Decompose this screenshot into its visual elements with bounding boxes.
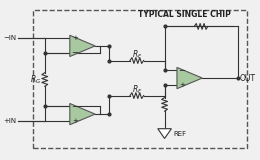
- Text: +IN: +IN: [3, 118, 17, 124]
- Text: −IN: −IN: [3, 35, 17, 41]
- Text: $R_F$: $R_F$: [132, 84, 142, 96]
- Text: OUT: OUT: [239, 74, 256, 83]
- Text: $R_F$: $R_F$: [132, 48, 142, 61]
- Text: −: −: [72, 102, 79, 111]
- Polygon shape: [70, 35, 95, 56]
- Polygon shape: [177, 67, 202, 89]
- Text: REF: REF: [173, 131, 186, 137]
- Text: $R_G$: $R_G$: [30, 73, 42, 86]
- Text: TYPICAL SINGLE CHIP: TYPICAL SINGLE CHIP: [138, 10, 231, 19]
- Polygon shape: [70, 104, 95, 125]
- Text: −: −: [72, 48, 79, 57]
- Text: +: +: [179, 82, 185, 88]
- Text: +: +: [72, 118, 78, 124]
- Polygon shape: [158, 129, 171, 138]
- Text: +: +: [72, 35, 78, 41]
- Text: −: −: [179, 66, 186, 75]
